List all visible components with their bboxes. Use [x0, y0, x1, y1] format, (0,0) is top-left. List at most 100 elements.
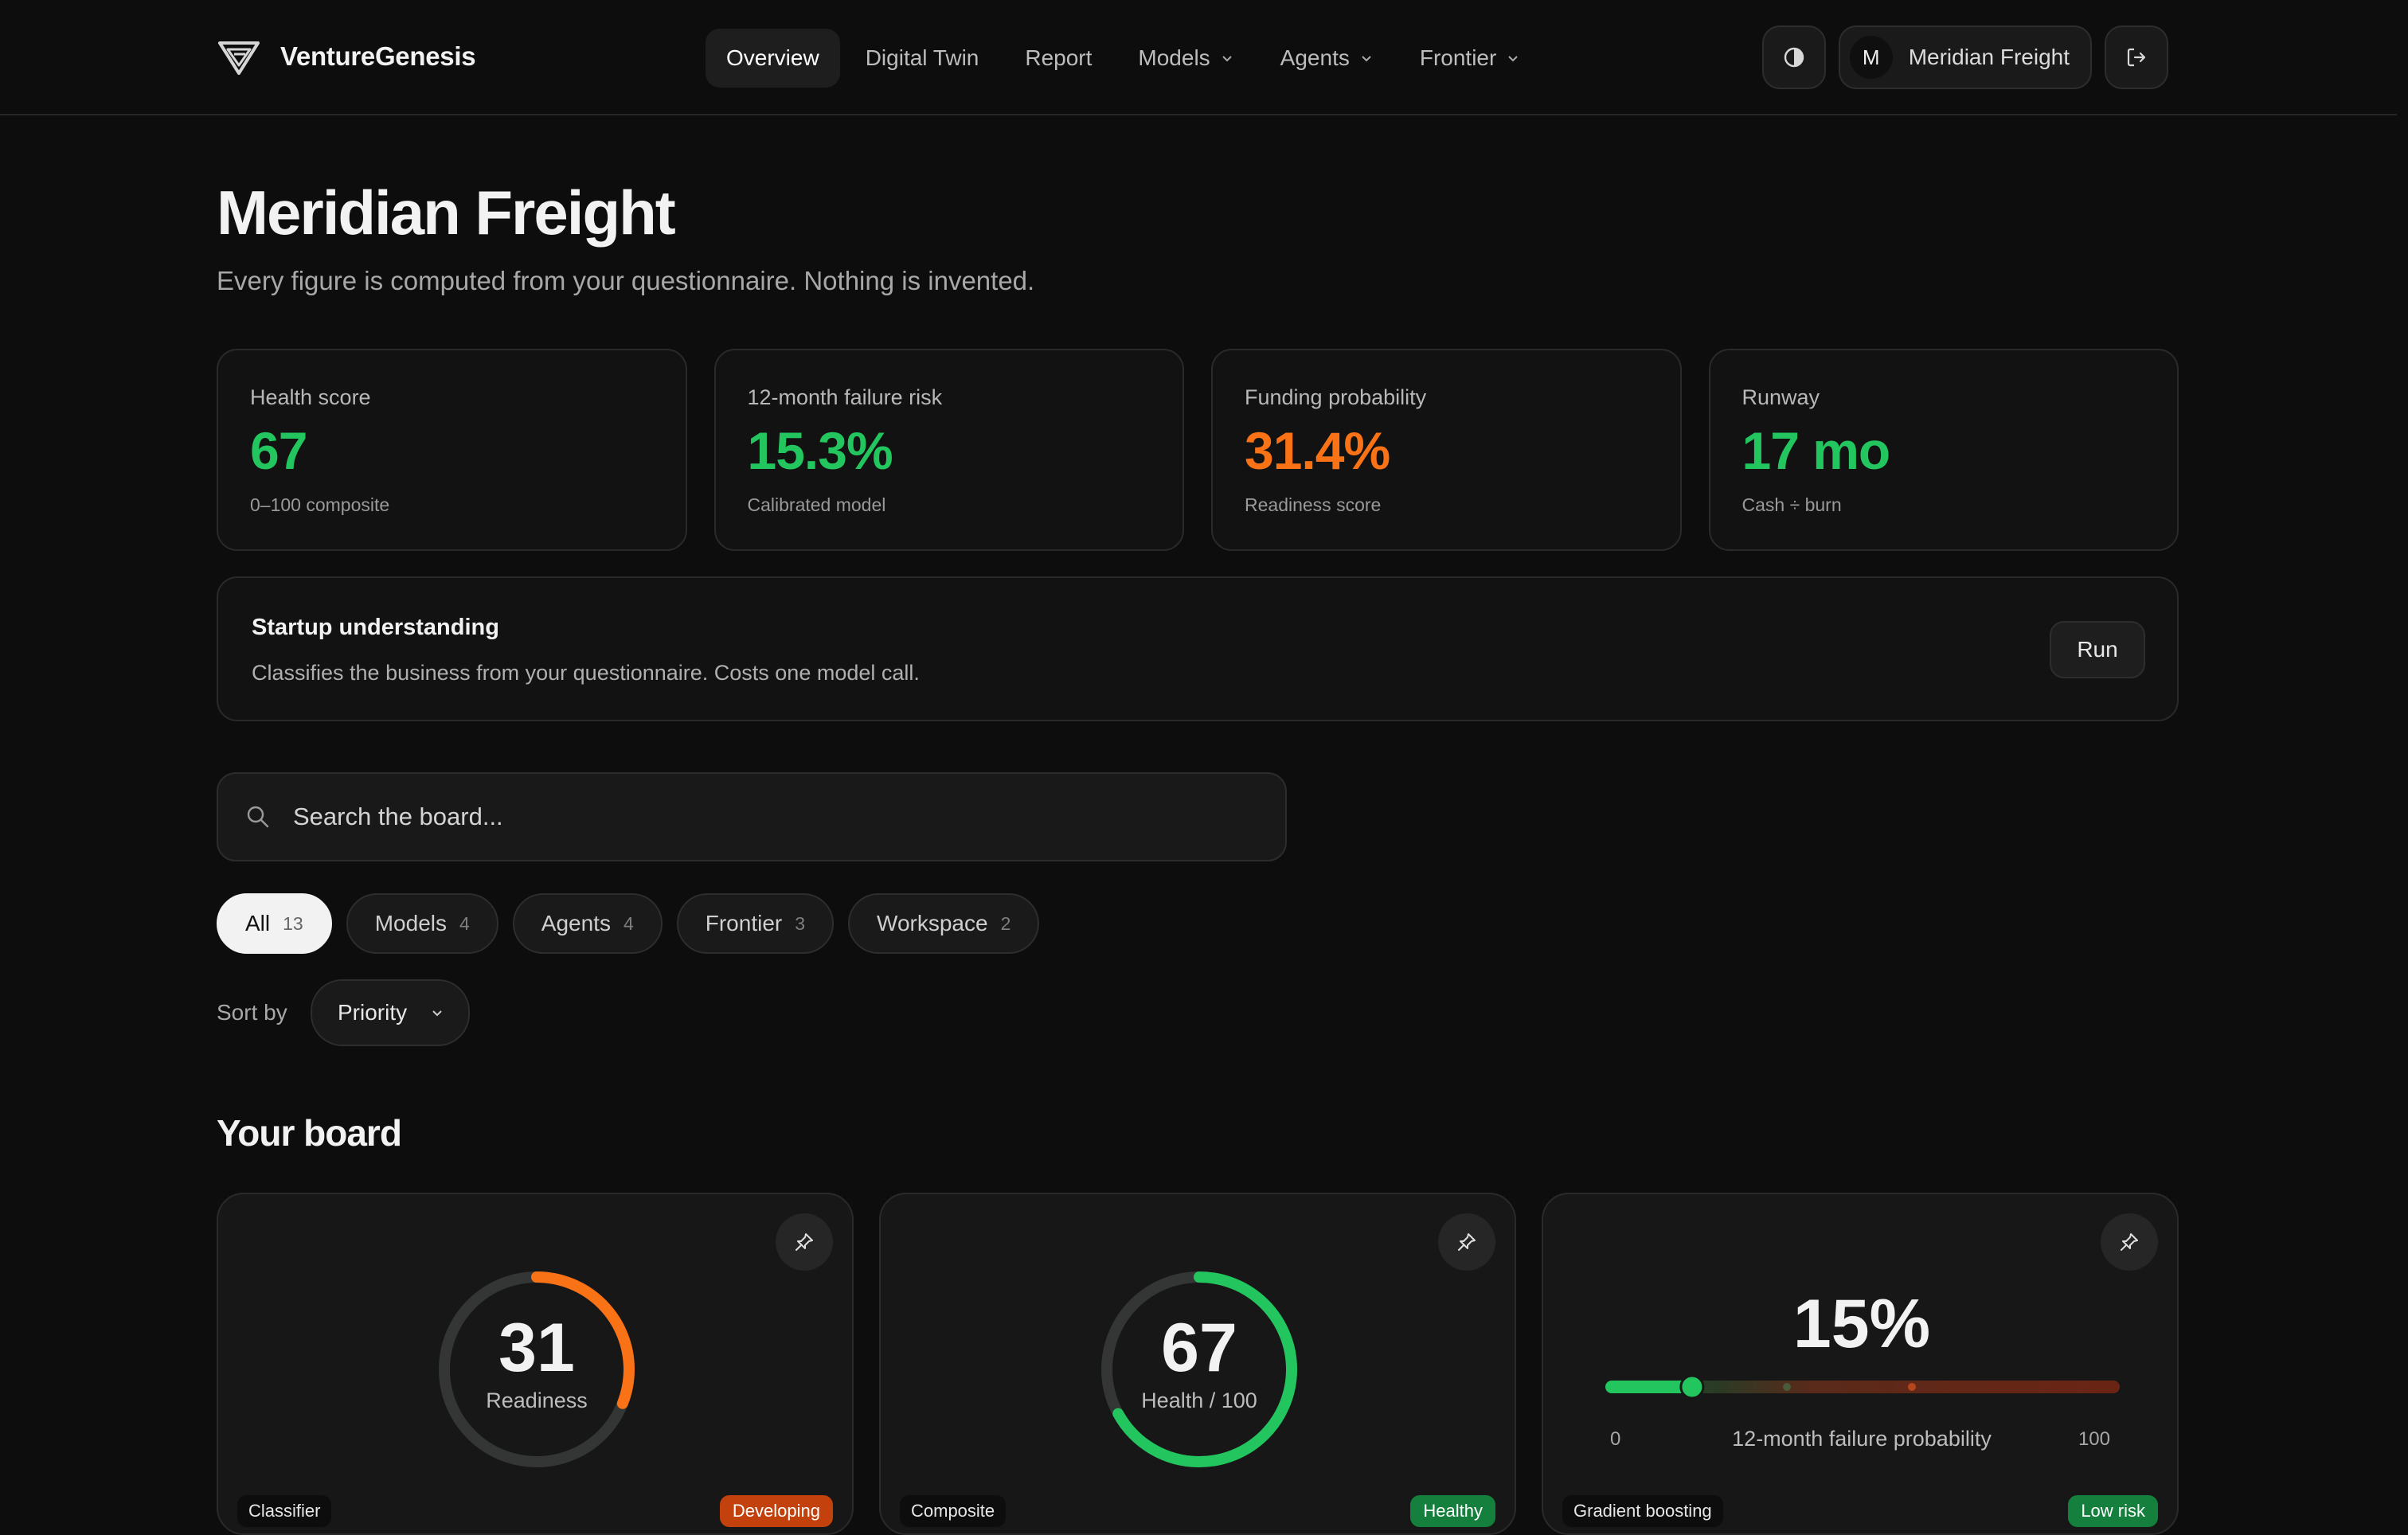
filter-chip-models[interactable]: Models 4: [346, 893, 498, 954]
page-title: Meridian Freight: [217, 178, 676, 248]
chip-label: All: [245, 911, 271, 935]
stat-card-health-score: Health score 67 0–100 composite: [217, 349, 687, 551]
status-badge: Developing: [719, 1495, 833, 1527]
run-button[interactable]: Run: [2050, 621, 2145, 678]
risk-scale-bar: [1605, 1374, 2120, 1400]
stat-value: 31.4%: [1245, 421, 1390, 480]
chevron-down-icon: [432, 1010, 442, 1017]
panel-title: Startup understanding: [252, 615, 499, 640]
board-tile-readiness[interactable]: 31 Readiness Classifier Developing: [217, 1193, 854, 1535]
filter-chip-workspace[interactable]: Workspace 2: [848, 893, 1040, 954]
top-navigation-bar: VentureGenesis Overview Digital Twin Rep…: [0, 0, 2397, 115]
account-name: Meridian Freight: [1908, 45, 2070, 69]
header-controls: M Meridian Freight: [1761, 25, 2168, 89]
nav-label: Digital Twin: [865, 45, 979, 70]
chip-label: Models: [374, 911, 447, 935]
stat-note: Calibrated model: [747, 494, 886, 515]
nav-report[interactable]: Report: [1004, 29, 1112, 88]
pin-button[interactable]: [1438, 1213, 1495, 1271]
gauge-value: 31: [498, 1310, 575, 1386]
risk-marker: [1679, 1374, 1705, 1400]
filter-chips: All 13 Models 4 Agents 4 Frontier 3 Work…: [217, 893, 1040, 954]
stat-card-funding-probability: Funding probability 31.4% Readiness scor…: [1211, 349, 1682, 551]
stat-label: Health score: [250, 385, 371, 409]
stat-value: 17 mo: [1742, 421, 1891, 480]
search-icon: [247, 806, 269, 828]
theme-toggle-button[interactable]: [1761, 25, 1826, 89]
filter-chip-frontier[interactable]: Frontier 3: [676, 893, 835, 954]
gauge-progress-arc: [1101, 1271, 1297, 1467]
chip-count: 13: [283, 912, 303, 934]
sort-label: Sort by: [217, 1000, 287, 1025]
model-type-tag: Gradient boosting: [1562, 1495, 1723, 1527]
chip-label: Workspace: [877, 911, 988, 935]
pin-button[interactable]: [2101, 1213, 2158, 1271]
risk-value: 15%: [1792, 1286, 1931, 1362]
nav-frontier-dropdown[interactable]: Frontier: [1399, 29, 1541, 88]
board-tile-health[interactable]: 67 Health / 100 Composite Healthy: [879, 1193, 1516, 1535]
pin-button[interactable]: [776, 1213, 833, 1271]
stat-label: 12-month failure risk: [747, 385, 943, 409]
brand-logo[interactable]: VentureGenesis: [217, 37, 476, 76]
chevron-down-icon: [1508, 56, 1519, 62]
stat-card-runway: Runway 17 mo Cash ÷ burn: [1708, 349, 2179, 551]
nav-label: Agents: [1280, 45, 1350, 70]
account-button[interactable]: M Meridian Freight: [1838, 25, 2092, 89]
chip-count: 4: [459, 912, 470, 934]
stat-note: 0–100 composite: [250, 494, 390, 515]
stat-label: Funding probability: [1245, 385, 1427, 409]
chevron-down-icon: [1222, 56, 1232, 62]
scale-max: 100: [2078, 1428, 2110, 1450]
pin-icon: [2121, 1233, 2138, 1251]
venture-genesis-logo-icon: [218, 41, 260, 75]
filter-chip-all[interactable]: All 13: [217, 893, 332, 954]
search-input[interactable]: [293, 774, 1285, 860]
pin-icon: [1458, 1233, 1476, 1251]
nav-overview[interactable]: Overview: [706, 29, 840, 88]
chip-label: Frontier: [705, 911, 783, 935]
risk-caption: 12-month failure probability: [1732, 1427, 1992, 1451]
stat-note: Readiness score: [1245, 494, 1382, 515]
filter-chip-agents[interactable]: Agents 4: [512, 893, 663, 954]
scale-min: 0: [1610, 1428, 1621, 1450]
page-subtitle: Every figure is computed from your quest…: [217, 266, 1035, 295]
main-nav: Overview Digital Twin Report Models Agen…: [706, 29, 1541, 88]
board-title: Your board: [217, 1112, 402, 1154]
startup-understanding-panel: Startup understanding Classifies the bus…: [217, 576, 2179, 721]
risk-scale-graphic: [1605, 1374, 2120, 1400]
gauge-value: 67: [1161, 1310, 1237, 1386]
chip-count: 2: [1000, 912, 1011, 934]
chip-label: Agents: [541, 911, 611, 935]
model-type-tag: Classifier: [237, 1495, 332, 1527]
logout-button[interactable]: [2105, 25, 2168, 89]
panel-description: Classifies the business from your questi…: [252, 661, 920, 685]
stat-label: Runway: [1742, 385, 1820, 409]
stat-value: 67: [250, 421, 307, 480]
sort-value: Priority: [338, 1000, 408, 1025]
health-gauge: 67 Health / 100: [1097, 1267, 1301, 1471]
board-tile-failure-risk[interactable]: 15% 0 12-month failure probability 100 G…: [1542, 1193, 2179, 1535]
nav-agents-dropdown[interactable]: Agents: [1260, 29, 1394, 88]
status-badge: Low risk: [2068, 1495, 2158, 1527]
sort-select[interactable]: Priority: [311, 979, 470, 1046]
risk-tick: [1908, 1383, 1916, 1391]
model-type-tag: Composite: [900, 1495, 1007, 1527]
avatar: M: [1849, 36, 1893, 79]
pin-icon: [796, 1233, 813, 1251]
nav-models-dropdown[interactable]: Models: [1117, 29, 1254, 88]
stat-cards: Health score 67 0–100 composite 12-month…: [217, 349, 2179, 551]
readiness-gauge: 31 Readiness: [435, 1267, 639, 1471]
nav-label: Report: [1025, 45, 1093, 70]
gauge-ring: [439, 1271, 635, 1467]
risk-tick: [1783, 1383, 1791, 1391]
nav-digital-twin[interactable]: Digital Twin: [845, 29, 1000, 88]
logout-icon: [2127, 48, 2146, 67]
stat-card-failure-risk: 12-month failure risk 15.3% Calibrated m…: [713, 349, 1184, 551]
status-badge: Healthy: [1410, 1495, 1495, 1527]
chip-count: 3: [795, 912, 806, 934]
gauge-ring: [1101, 1271, 1297, 1467]
brand-name: VentureGenesis: [280, 41, 476, 71]
board-search: [217, 772, 1287, 861]
nav-label: Overview: [726, 45, 819, 70]
chip-count: 4: [623, 912, 634, 934]
